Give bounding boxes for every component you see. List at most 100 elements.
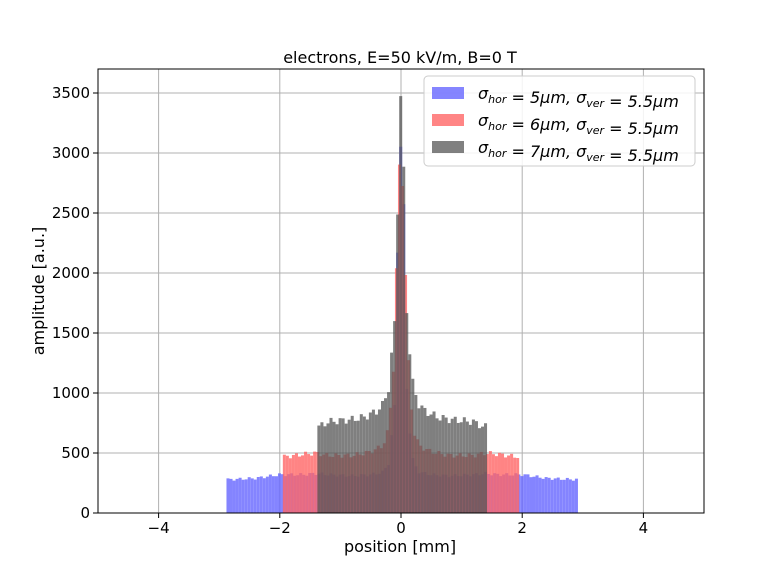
- histogram-bar: [504, 457, 508, 513]
- histogram-bar: [568, 479, 572, 513]
- y-tick-label: 500: [61, 444, 90, 462]
- histogram-bar: [274, 476, 278, 513]
- histogram-bar: [541, 478, 545, 513]
- histogram-bar: [497, 452, 501, 513]
- histogram-bar: [377, 409, 382, 513]
- histogram-bar: [574, 478, 578, 513]
- histogram-bar: [426, 415, 430, 513]
- histogram-bar: [523, 474, 527, 513]
- histogram-bar: [256, 477, 260, 513]
- histogram-bar: [350, 415, 354, 513]
- histogram-bar: [438, 420, 442, 513]
- histogram-bar: [250, 478, 254, 513]
- histogram-bar: [484, 423, 488, 513]
- histogram-bar: [241, 479, 245, 513]
- y-tick-label: 1000: [52, 384, 90, 402]
- histogram-bar: [468, 424, 472, 513]
- histogram-bar: [402, 166, 406, 513]
- y-axis-label: amplitude [a.u.]: [29, 227, 48, 356]
- histogram-bar: [277, 473, 282, 513]
- histogram-bar: [281, 474, 285, 513]
- histogram-bar: [459, 422, 463, 513]
- histogram-bar: [405, 313, 409, 513]
- histogram-bar: [359, 414, 363, 513]
- histogram-bar: [414, 395, 418, 513]
- legend-label: σhor = 5μm, σver = 5.5μm: [478, 84, 679, 111]
- histogram-bar: [471, 419, 475, 513]
- histogram-bar: [347, 419, 351, 513]
- chart-title: electrons, E=50 kV/m, B=0 T: [283, 48, 517, 67]
- histogram-bar: [417, 408, 421, 513]
- histogram-bar: [411, 378, 415, 513]
- histogram-bar: [399, 96, 403, 513]
- histogram-bar: [396, 214, 400, 513]
- histogram-bar: [516, 458, 520, 513]
- histogram-bar: [229, 478, 233, 513]
- histogram-bar: [262, 478, 266, 513]
- histogram-bar: [365, 419, 369, 513]
- histogram-bar: [526, 474, 530, 513]
- histogram-bar: [371, 409, 375, 513]
- histogram-bar: [310, 455, 314, 513]
- histogram-bar: [535, 475, 539, 513]
- histogram-bar: [235, 478, 239, 513]
- histogram-bar: [341, 418, 345, 513]
- histogram-bar: [423, 407, 427, 513]
- histogram-bar: [320, 422, 324, 513]
- histogram-bar: [565, 477, 569, 513]
- histogram-bar: [547, 477, 551, 513]
- histogram-series-3: [317, 96, 488, 513]
- legend-swatch: [432, 114, 464, 126]
- histogram-bar: [477, 428, 481, 513]
- histogram-bar: [500, 453, 505, 513]
- histogram-bar: [291, 454, 295, 513]
- histogram-bar: [368, 412, 372, 513]
- histogram-bar: [485, 454, 489, 513]
- histogram-bar: [444, 417, 448, 513]
- histogram-bars: [226, 96, 578, 514]
- legend-swatch: [432, 87, 464, 99]
- x-tick-label: −2: [269, 519, 291, 537]
- histogram-bar: [353, 420, 357, 513]
- histogram-bar: [384, 398, 388, 513]
- histogram-bar: [285, 455, 289, 513]
- histogram-bar: [344, 423, 348, 513]
- histogram-bar: [317, 425, 321, 513]
- histogram-bar: [550, 479, 554, 513]
- histogram-bar: [326, 423, 330, 513]
- histogram-bar: [456, 422, 460, 513]
- histogram-bar: [362, 416, 366, 513]
- histogram-bar: [304, 451, 308, 513]
- histogram-bar: [238, 477, 242, 513]
- histogram-bar: [474, 421, 478, 513]
- x-tick-label: 4: [639, 519, 649, 537]
- histogram-bar: [441, 415, 445, 513]
- histogram-bar: [226, 478, 230, 513]
- y-tick-label: 2000: [52, 264, 90, 282]
- histogram-bar: [332, 421, 336, 513]
- histogram-bar: [390, 352, 394, 513]
- histogram-bar: [556, 477, 560, 513]
- histogram-bar: [313, 451, 317, 513]
- legend-box: [423, 75, 696, 167]
- y-tick-label: 0: [80, 504, 90, 522]
- histogram-bar: [301, 455, 305, 513]
- histogram-bar: [520, 476, 524, 513]
- histogram-bar: [338, 418, 342, 513]
- histogram-bar: [494, 456, 498, 513]
- y-tick-label: 2500: [52, 204, 90, 222]
- legend-label: σhor = 7μm, σver = 5.5μm: [478, 138, 679, 165]
- histogram-bar: [259, 476, 263, 513]
- histogram-bar: [381, 400, 385, 513]
- y-tick-label: 3500: [52, 84, 90, 102]
- histogram-bar: [480, 426, 485, 513]
- histogram-bar: [271, 476, 275, 513]
- legend-label: σhor = 6μm, σver = 5.5μm: [478, 111, 679, 138]
- histogram-bar: [429, 414, 433, 513]
- histogram-bar: [247, 477, 251, 513]
- histogram-bar: [491, 454, 495, 513]
- histogram-bar: [335, 424, 339, 513]
- x-tick-label: −4: [148, 519, 170, 537]
- histogram-bar: [288, 458, 292, 513]
